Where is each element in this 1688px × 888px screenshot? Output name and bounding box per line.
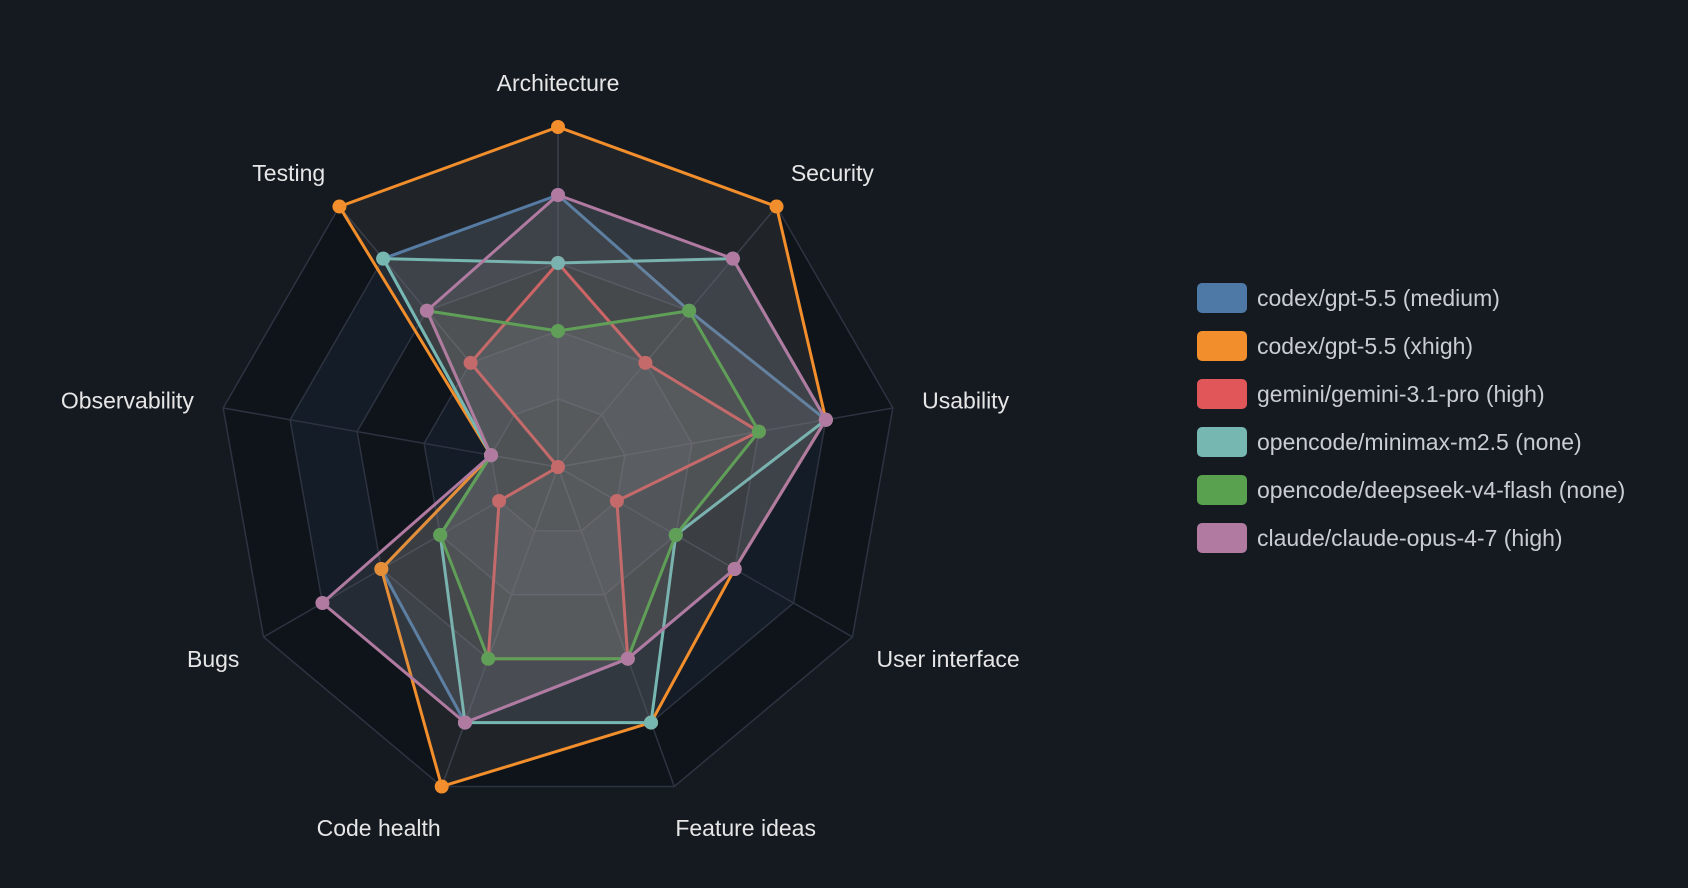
axis-label-2: Usability (922, 387, 1009, 413)
legend-item-1[interactable]: codex/gpt-5.5 (xhigh) (1197, 322, 1625, 370)
series-5-point-1[interactable] (725, 251, 740, 266)
axis-label-6: Bugs (187, 646, 239, 672)
series-1-point-8[interactable] (332, 199, 347, 214)
legend-swatch-2 (1197, 379, 1247, 409)
legend-label-0: codex/gpt-5.5 (medium) (1257, 284, 1500, 311)
series-5-point-8[interactable] (419, 303, 434, 318)
grid-spoke-1 (557, 206, 778, 468)
series-4-point-3[interactable] (668, 528, 683, 542)
series-4-point-2[interactable] (751, 424, 766, 439)
series-line-5 (320, 193, 828, 725)
radar-axis-labels: Architecture Security Usability User interf… (61, 70, 1020, 841)
legend-label-4: opencode/deepseek-v4-flash (none) (1257, 476, 1626, 503)
chart-legend: codex/gpt-5.5 (medium) codex/gpt-5.5 (xhi… (1197, 274, 1625, 562)
series-5-point-0[interactable] (551, 188, 565, 202)
legend-item-4[interactable]: opencode/deepseek-v4-flash (none) (1197, 466, 1625, 514)
series-5-point-4[interactable] (620, 651, 635, 666)
series-4-point-6[interactable] (433, 528, 448, 542)
series-1-point-5[interactable] (434, 779, 449, 794)
series-5-point-7[interactable] (484, 448, 499, 463)
series-5-point-2[interactable] (818, 412, 833, 427)
legend-swatch-0 (1197, 283, 1247, 313)
axis-label-1: Security (791, 160, 875, 186)
series-1-point-0[interactable] (551, 120, 565, 134)
legend-swatch-1 (1197, 331, 1247, 361)
series-3-point-8[interactable] (376, 251, 391, 266)
series-2-point-6[interactable] (492, 494, 507, 508)
grid-spoke-2 (557, 407, 893, 468)
legend-swatch-3 (1197, 427, 1247, 457)
legend-label-2: gemini/gemini-3.1-pro (high) (1257, 380, 1545, 407)
legend-label-5: claude/claude-opus-4-7 (high) (1257, 524, 1563, 551)
legend-item-2[interactable]: gemini/gemini-3.1-pro (high) (1197, 370, 1625, 418)
legend-item-5[interactable]: claude/claude-opus-4-7 (high) (1197, 514, 1625, 562)
series-line-1 (337, 125, 828, 788)
axis-label-5: Code health (317, 815, 441, 841)
series-4-point-5[interactable] (481, 651, 496, 666)
grid-spoke-7 (223, 407, 559, 468)
legend-item-3[interactable]: opencode/minimax-m2.5 (none) (1197, 418, 1625, 466)
grid-spoke-5 (441, 466, 559, 787)
series-2-point-7[interactable] (551, 460, 565, 474)
series-4-point-1[interactable] (682, 303, 697, 318)
legend-swatch-4 (1197, 475, 1247, 505)
series-2-point-8[interactable] (463, 355, 478, 370)
series-1-point-6[interactable] (374, 562, 389, 576)
axis-label-8: Testing (252, 160, 325, 186)
legend-swatch-5 (1197, 523, 1247, 553)
series-4-point-0[interactable] (551, 324, 565, 338)
series-5-point-6[interactable] (315, 596, 330, 610)
grid-spoke-3 (557, 466, 853, 638)
series-5-point-3[interactable] (727, 562, 742, 576)
series-3-point-0[interactable] (551, 256, 565, 270)
series-2-point-1[interactable] (638, 355, 653, 370)
axis-label-3: User interface (877, 646, 1020, 672)
series-3-point-4[interactable] (644, 715, 659, 730)
series-1-point-1[interactable] (769, 199, 784, 214)
grid-spoke-4 (557, 466, 675, 787)
axis-label-0: Architecture (497, 70, 620, 96)
legend-label-3: opencode/minimax-m2.5 (none) (1257, 428, 1582, 455)
legend-item-0[interactable]: codex/gpt-5.5 (medium) (1197, 274, 1625, 322)
legend-label-1: codex/gpt-5.5 (xhigh) (1257, 332, 1474, 359)
axis-label-4: Feature ideas (675, 815, 816, 841)
series-5-point-5[interactable] (457, 715, 472, 730)
series-2-point-3[interactable] (609, 494, 624, 508)
series-5 (315, 188, 833, 730)
radar-series-layer (315, 120, 833, 794)
axis-label-7: Observability (61, 387, 194, 413)
